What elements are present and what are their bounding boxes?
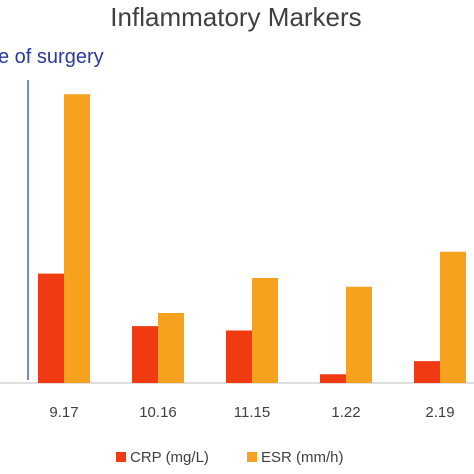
bar-esr-4	[346, 286, 372, 383]
bar-esr-1	[64, 94, 90, 383]
legend-swatch-crp	[116, 452, 126, 462]
bar-crp-5	[414, 361, 440, 383]
bar-crp-2	[132, 326, 158, 383]
legend: CRP (mg/L) ESR (mm/h)	[116, 449, 344, 466]
surgery-annotation: e of surgery	[0, 46, 104, 68]
legend-label-crp: CRP (mg/L)	[130, 449, 209, 466]
x-tick-label: 1.22	[331, 404, 360, 421]
x-tick-label: 10.16	[139, 404, 177, 421]
bars-group	[38, 94, 466, 383]
bar-esr-5	[440, 251, 466, 383]
bar-esr-2	[158, 313, 184, 383]
x-tick-label: 9.17	[49, 404, 78, 421]
x-tick-label: 2.19	[425, 404, 454, 421]
bar-esr-3	[252, 278, 278, 383]
x-tick-labels: 9.17 10.16 11.15 1.22 2.19	[49, 404, 454, 421]
bar-crp-1	[38, 273, 64, 383]
legend-swatch-esr	[247, 452, 257, 462]
legend-label-esr: ESR (mm/h)	[261, 449, 344, 466]
x-tick-label: 11.15	[234, 404, 270, 421]
bar-crp-4	[320, 374, 346, 383]
bar-crp-3	[226, 330, 252, 383]
chart-title: Inflammatory Markers	[110, 2, 361, 32]
